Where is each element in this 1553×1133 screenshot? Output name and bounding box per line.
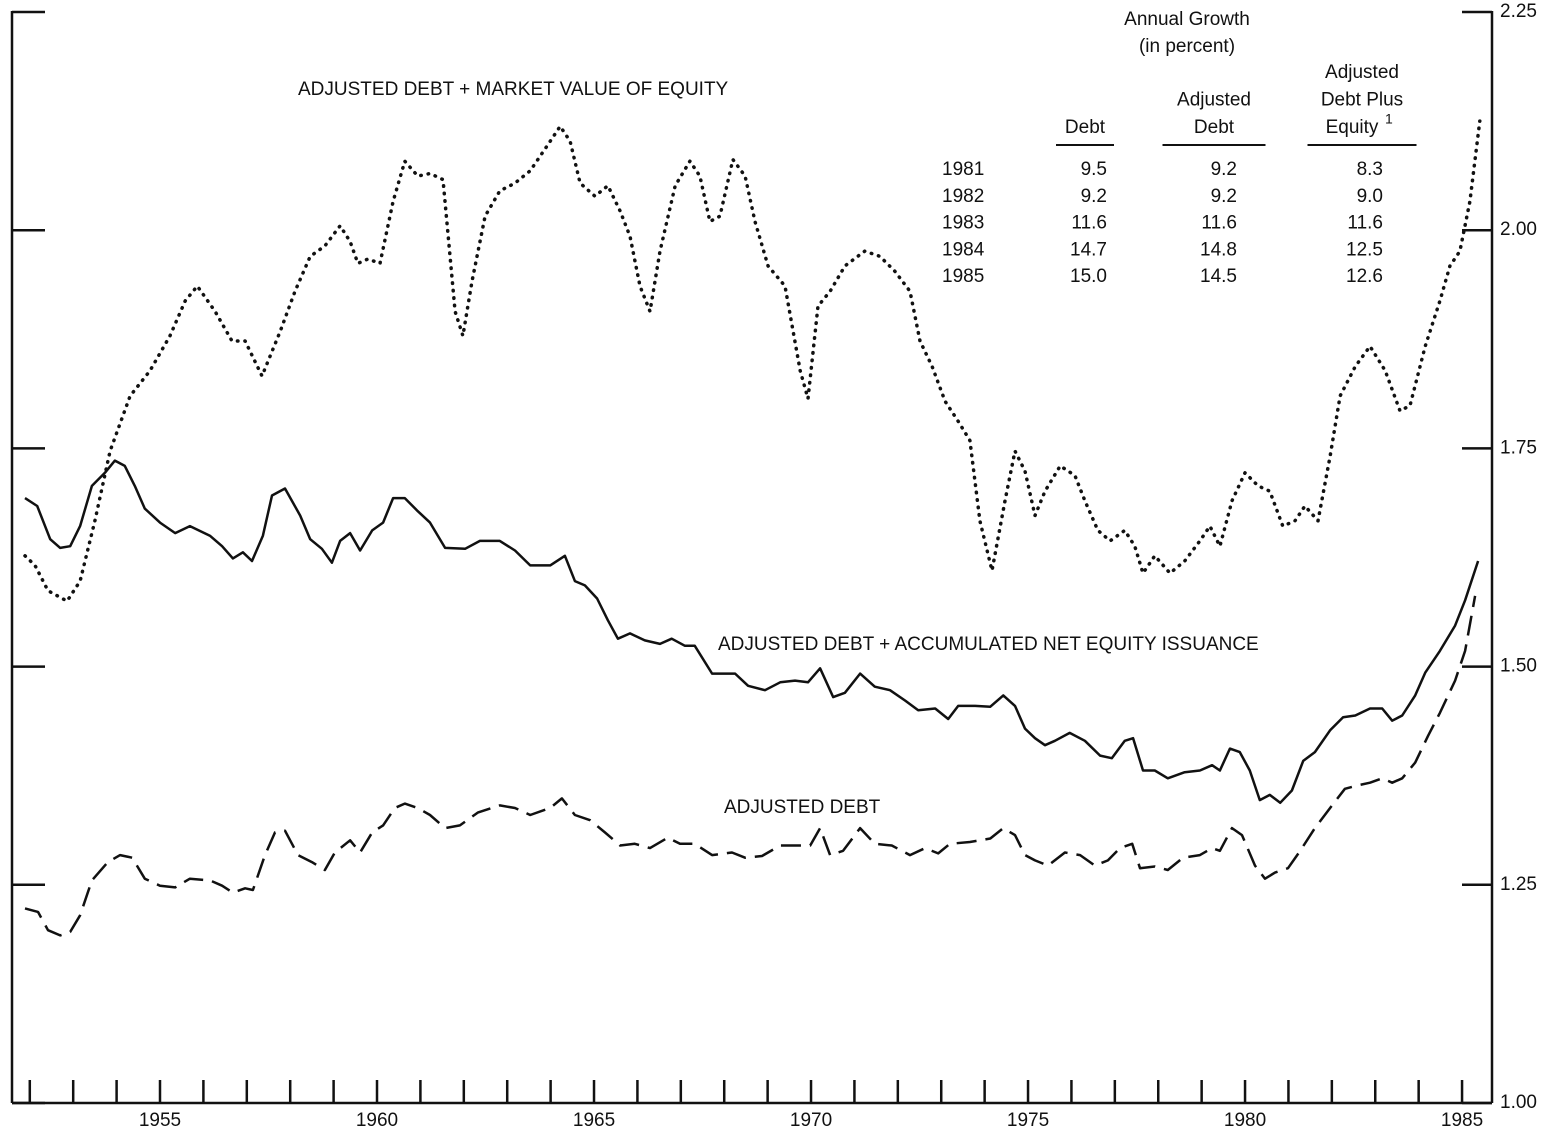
series-label: ADJUSTED DEBT + MARKET VALUE OF EQUITY	[298, 79, 729, 100]
table-cell: 9.0	[1357, 186, 1383, 207]
x-tick-label: 1980	[1224, 1110, 1266, 1131]
table-cell: 14.5	[1200, 266, 1237, 287]
x-tick-label: 1960	[356, 1110, 398, 1131]
series-label: ADJUSTED DEBT + ACCUMULATED NET EQUITY I…	[718, 634, 1259, 655]
row-year: 1982	[942, 186, 984, 207]
table-header: Debt	[1065, 117, 1106, 138]
table-header: Adjusted	[1177, 90, 1251, 111]
x-tick-label: 1970	[790, 1110, 832, 1131]
table-cell: 11.6	[1201, 213, 1237, 234]
y-tick-label: 2.25	[1500, 1, 1537, 22]
table-cell: 12.5	[1346, 239, 1383, 260]
y-tick-label: 1.75	[1500, 437, 1537, 458]
series-line	[23, 119, 1482, 603]
row-year: 1985	[942, 266, 984, 287]
table-title: Annual Growth	[1124, 9, 1250, 30]
table-subtitle: (in percent)	[1139, 36, 1235, 57]
table-cell: 9.2	[1211, 159, 1237, 180]
y-tick-label: 1.25	[1500, 874, 1537, 895]
series-line	[24, 595, 1477, 937]
y-tick-label: 1.00	[1500, 1092, 1537, 1113]
x-tick-label: 1955	[139, 1110, 181, 1131]
x-tick-label: 1975	[1007, 1110, 1049, 1131]
table-cell: 9.2	[1211, 186, 1237, 207]
series-line	[24, 459, 1480, 805]
table-cell: 14.8	[1200, 239, 1237, 260]
x-tick-label: 1985	[1441, 1110, 1483, 1131]
table-cell: 9.5	[1081, 159, 1107, 180]
table-cell: 11.6	[1347, 213, 1383, 234]
table-header: Debt	[1194, 117, 1235, 138]
table-cell: 12.6	[1346, 266, 1383, 287]
row-year: 1983	[942, 213, 984, 234]
footnote-mark: 1	[1385, 111, 1393, 127]
table-cell: 14.7	[1070, 239, 1107, 260]
y-tick-label: 2.00	[1500, 219, 1537, 240]
row-year: 1981	[942, 159, 984, 180]
table-header: Debt Plus	[1321, 90, 1403, 111]
table-header: Adjusted	[1325, 62, 1399, 83]
x-tick-label: 1965	[573, 1110, 615, 1131]
row-year: 1984	[942, 239, 985, 260]
series-label: ADJUSTED DEBT	[724, 797, 881, 818]
table-cell: 8.3	[1357, 159, 1383, 180]
table-cell: 9.2	[1081, 186, 1107, 207]
y-tick-label: 1.50	[1500, 656, 1537, 677]
table-cell: 15.0	[1070, 266, 1107, 287]
table-header: Equity	[1326, 117, 1379, 138]
table-cell: 11.6	[1071, 213, 1107, 234]
